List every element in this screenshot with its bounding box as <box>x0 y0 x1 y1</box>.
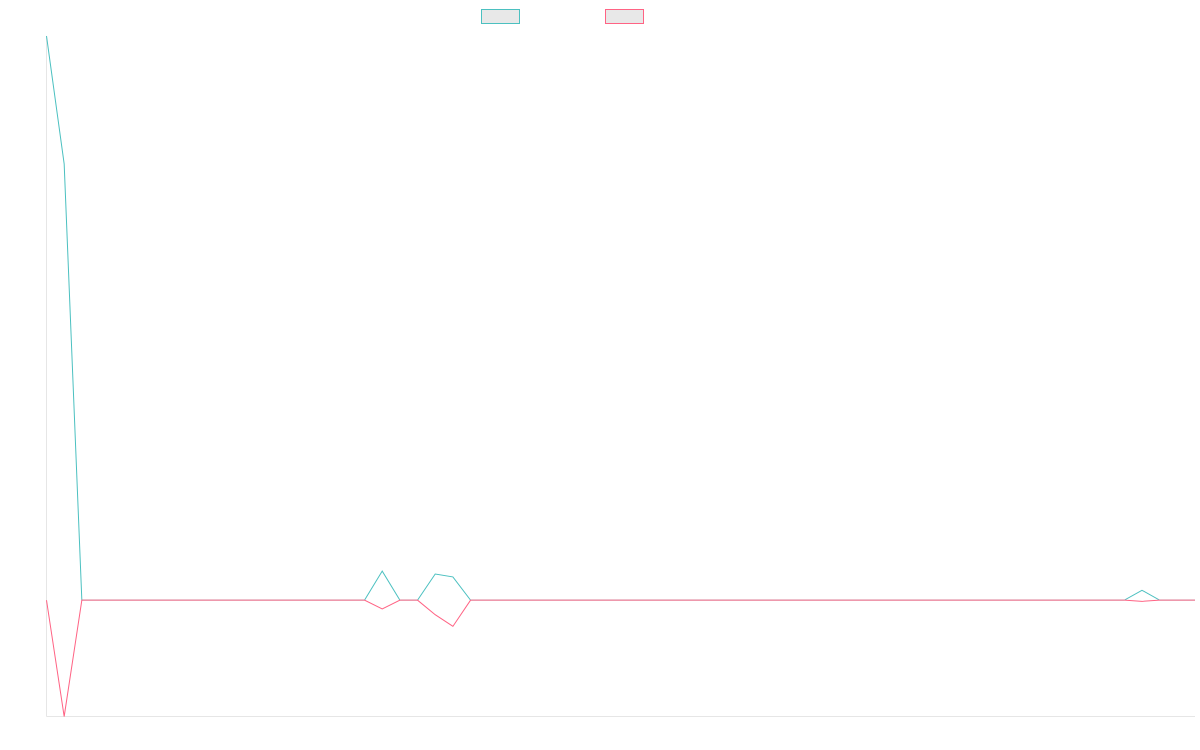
series-line-2[interactable] <box>46 599 1196 717</box>
legend-swatch-series-1[interactable] <box>481 9 520 24</box>
legend-swatch-series-2[interactable] <box>605 9 644 24</box>
series-layer <box>46 35 1196 717</box>
series-line-1[interactable] <box>46 35 1196 601</box>
chart-axes <box>46 36 1195 717</box>
